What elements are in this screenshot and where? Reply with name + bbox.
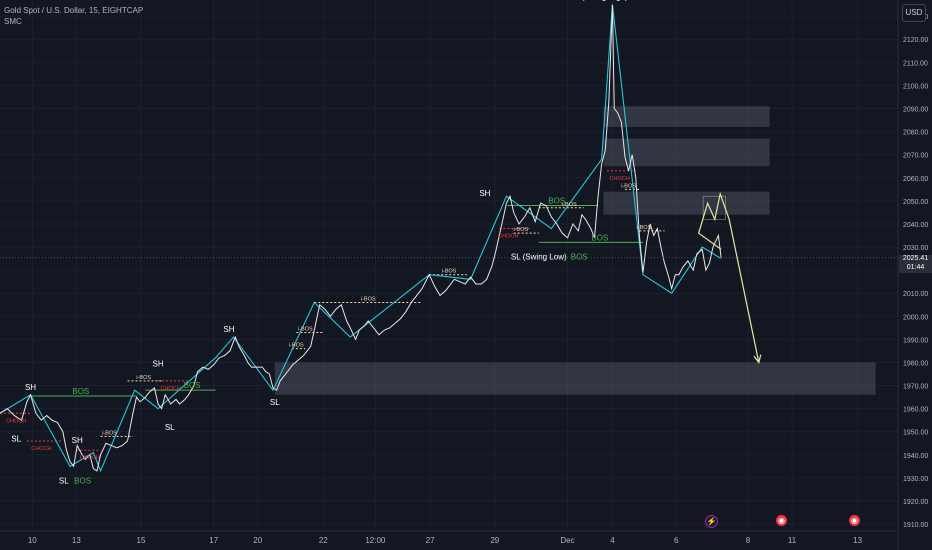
y-tick-label: 1930.00 bbox=[903, 476, 928, 483]
chart-legend: Gold Spot / U.S. Dollar, 15, EIGHTCAP SM… bbox=[4, 5, 143, 27]
indicator-name[interactable]: SMC bbox=[4, 17, 22, 26]
x-tick-label: 22 bbox=[319, 536, 328, 545]
structure-label: BOS bbox=[591, 233, 608, 242]
swing-label: SL bbox=[59, 476, 69, 485]
structure-label: CHOCH bbox=[610, 176, 630, 182]
swing-label: SL bbox=[270, 398, 280, 407]
swing-label: SH bbox=[72, 436, 83, 445]
structure-label: BOS bbox=[184, 381, 201, 390]
projection-line bbox=[697, 191, 760, 363]
x-tick-label: Dec bbox=[560, 536, 574, 545]
y-tick-label: 1970.00 bbox=[903, 384, 928, 391]
supply-zone bbox=[603, 191, 770, 215]
projection-path bbox=[697, 191, 762, 364]
structure-label: BOS bbox=[72, 387, 89, 396]
structure-label: CHOCH bbox=[80, 455, 100, 461]
y-tick-label: 2110.00 bbox=[903, 60, 928, 67]
y-tick-label: 1980.00 bbox=[903, 360, 928, 367]
symbol-title[interactable]: Gold Spot / U.S. Dollar, 15, EIGHTCAP bbox=[4, 6, 144, 15]
structure-label: i-BOS bbox=[136, 375, 151, 381]
structure-label: i-BOS bbox=[289, 343, 304, 349]
y-tick-label: 1950.00 bbox=[903, 430, 928, 437]
swing-label: SL (Swing Low) bbox=[511, 252, 567, 261]
x-tick-label: 27 bbox=[426, 536, 435, 545]
y-tick-label: 1990.00 bbox=[903, 337, 928, 344]
x-tick-label: 29 bbox=[490, 536, 499, 545]
y-tick-label: 1960.00 bbox=[903, 407, 928, 414]
structure-label: i-BOS bbox=[562, 202, 577, 208]
price-line bbox=[0, 4, 722, 472]
bar-countdown: 01:44 bbox=[906, 263, 925, 271]
flash-event-icon[interactable]: ⚡ bbox=[705, 515, 718, 528]
last-price-tag: 2025.41 01:44 bbox=[899, 255, 932, 273]
structure-label: i-BOS bbox=[621, 183, 636, 189]
x-tick-label: 11 bbox=[788, 536, 797, 545]
swing-label: SH bbox=[479, 189, 490, 198]
structure-label: i-BOS bbox=[514, 227, 529, 233]
y-tick-label: 2000.00 bbox=[903, 314, 928, 321]
zigzag-line bbox=[0, 4, 722, 473]
x-tick-label: 8 bbox=[746, 536, 751, 545]
swing-label: SH bbox=[25, 383, 36, 392]
swing-label: SL bbox=[11, 435, 21, 444]
structure-label: i-BOS bbox=[102, 430, 117, 436]
x-tick-label: 13 bbox=[853, 536, 862, 545]
structure-label: i-BOS bbox=[637, 225, 652, 231]
swing-label: BOS bbox=[74, 476, 91, 485]
projection-arrowhead bbox=[753, 354, 762, 364]
time-axis[interactable]: 10 13 15 17 20 22 12:00 27 29 Dec 4 6 8 11 13 bbox=[0, 530, 898, 545]
y-tick-label: 1940.00 bbox=[903, 453, 928, 460]
y-tick-label: 2050.00 bbox=[903, 199, 928, 206]
supply-zone bbox=[603, 106, 770, 127]
economic-event-icon[interactable]: ◉ bbox=[849, 515, 860, 526]
y-tick-label: 2040.00 bbox=[903, 222, 928, 229]
x-tick-label: 20 bbox=[253, 536, 262, 545]
y-tick-label: 2120.00 bbox=[903, 37, 928, 44]
structure-label: CHOCH bbox=[498, 234, 518, 240]
y-tick-label: 1920.00 bbox=[903, 499, 928, 506]
price-series bbox=[0, 4, 722, 472]
y-tick-label: 2090.00 bbox=[903, 107, 928, 114]
swing-zigzag bbox=[0, 4, 722, 473]
price-axis[interactable]: 1910.00 1920.00 1930.00 1940.00 1950.00 1960.… bbox=[897, 0, 928, 550]
swing-label: SH bbox=[223, 325, 234, 334]
structure-lines bbox=[0, 170, 665, 451]
x-tick-label: 6 bbox=[674, 536, 679, 545]
structure-labels: BOSBOSBOSBOSCHOCHCHOCHCHOCHCHOCHCHOCHCHO… bbox=[6, 0, 651, 485]
y-tick-label: 2060.00 bbox=[903, 176, 928, 183]
structure-label: i-BOS bbox=[361, 296, 376, 302]
supply-zone bbox=[274, 362, 876, 395]
y-tick-label: 2030.00 bbox=[903, 245, 928, 252]
x-tick-label: 12:00 bbox=[365, 536, 386, 545]
swing-label: SH bbox=[152, 360, 163, 369]
supply-demand-zones bbox=[274, 106, 876, 395]
x-tick-label: 13 bbox=[72, 536, 81, 545]
economic-event-icon[interactable]: ◉ bbox=[776, 515, 787, 526]
swing-label: BOS bbox=[571, 252, 588, 261]
x-tick-label: 4 bbox=[610, 536, 615, 545]
structure-label: i-BOS bbox=[298, 326, 313, 332]
y-tick-label: 1910.00 bbox=[903, 522, 928, 529]
y-tick-label: 2080.00 bbox=[903, 130, 928, 137]
swing-label: SH (Swing High) bbox=[568, 0, 627, 2]
grid-lines bbox=[0, 0, 898, 531]
last-price-value: 2025.41 bbox=[902, 255, 929, 262]
y-tick-label: 2010.00 bbox=[903, 291, 928, 298]
swing-label: SL bbox=[165, 423, 175, 432]
y-tick-label: 2100.00 bbox=[903, 83, 928, 90]
structure-label: CHOCH bbox=[31, 446, 51, 452]
structure-label: CHOCH bbox=[6, 418, 26, 424]
y-tick-label: 2070.00 bbox=[903, 153, 928, 160]
x-tick-label: 15 bbox=[137, 536, 146, 545]
x-tick-label: 10 bbox=[28, 536, 37, 545]
currency-button[interactable]: USD bbox=[902, 4, 926, 22]
structure-label: BOS bbox=[548, 196, 565, 205]
structure-label: i-BOS bbox=[442, 269, 457, 275]
structure-label: CHOCH bbox=[161, 386, 181, 392]
x-tick-label: 17 bbox=[209, 536, 218, 545]
